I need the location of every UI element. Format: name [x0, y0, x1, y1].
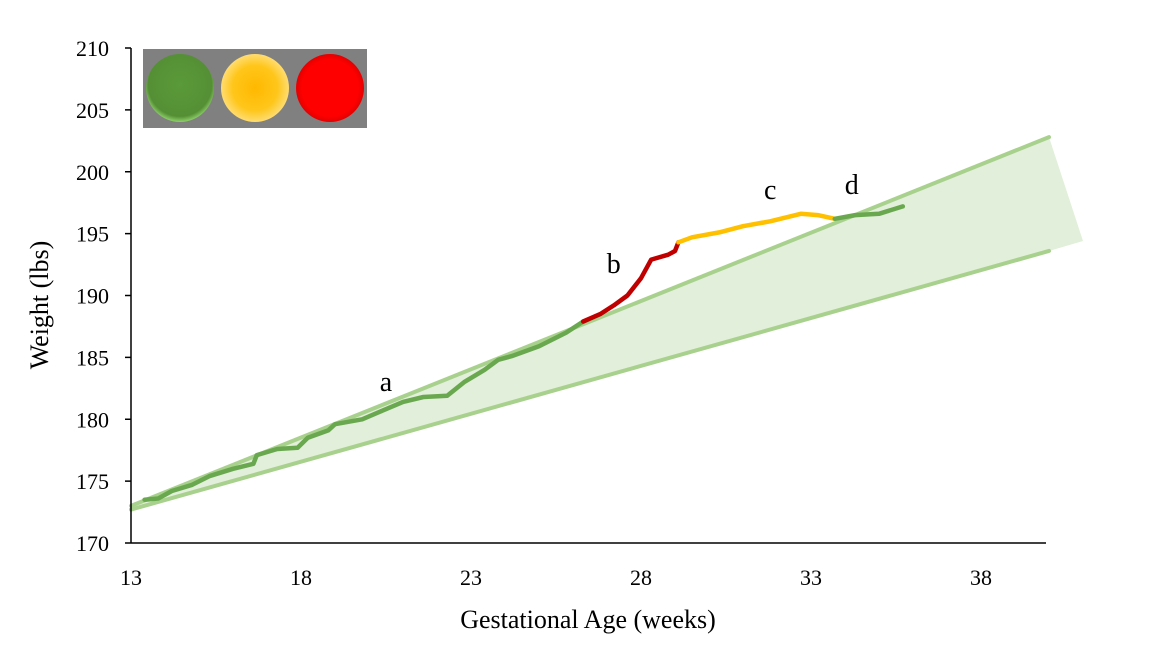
y-tick-label: 175: [76, 469, 109, 494]
x-tick-label: 23: [460, 565, 482, 590]
band-upper-line: [129, 135, 1051, 508]
reference-band-area: [131, 137, 1083, 510]
traffic-light-red: [296, 54, 364, 122]
y-axis-title: Weight (lbs): [25, 241, 54, 370]
segment-labels: a b c d: [380, 170, 859, 398]
segment-label-c: c: [764, 175, 776, 206]
traffic-light-legend: [143, 49, 367, 128]
series-line-red: [580, 240, 681, 324]
y-tick-label: 180: [76, 407, 109, 432]
x-tick-label: 13: [120, 565, 142, 590]
traffic-light-green: [146, 54, 214, 122]
y-tick-label: 190: [76, 284, 109, 309]
x-axis-title: Gestational Age (weeks): [460, 605, 716, 634]
segment-label-d: d: [845, 170, 859, 201]
traffic-light-yellow: [221, 54, 289, 122]
segment-label-b: b: [607, 249, 621, 280]
weight-series: [142, 204, 906, 502]
series-line-green: [142, 319, 586, 502]
y-tick-label: 185: [76, 345, 109, 370]
segment-label-a: a: [380, 367, 393, 398]
y-tick-label: 170: [76, 531, 109, 556]
axes: 170 175 180 185 190 195 200 205 210 13 18 23 28 33 38: [76, 36, 1046, 590]
y-tick-label: 210: [76, 36, 109, 61]
x-tick-label: 28: [630, 565, 652, 590]
reference-band: [129, 135, 1083, 512]
x-tick-label: 38: [970, 565, 992, 590]
y-tick-label: 205: [76, 98, 109, 123]
y-tick-label: 200: [76, 160, 109, 185]
series-line-yellow: [676, 211, 838, 245]
x-tick-label: 33: [800, 565, 822, 590]
series-line-green: [832, 204, 906, 222]
x-tick-label: 18: [290, 565, 312, 590]
y-tick-label: 195: [76, 222, 109, 247]
band-lower-line: [129, 248, 1051, 512]
